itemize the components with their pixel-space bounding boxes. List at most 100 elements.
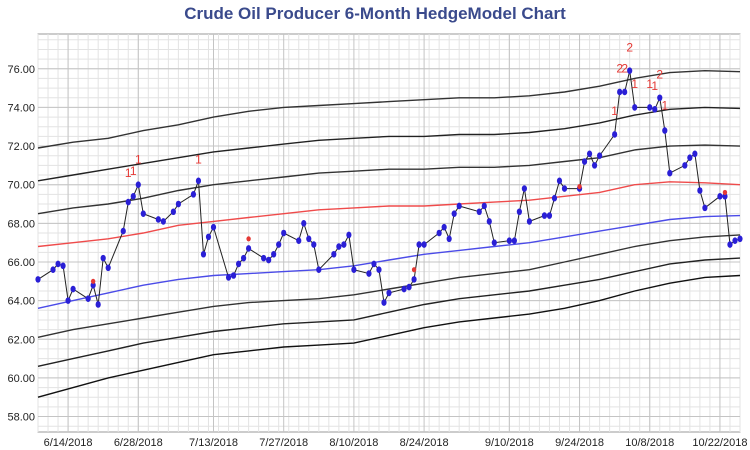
signal-point — [411, 267, 417, 273]
price-point — [346, 231, 352, 239]
band-line — [37, 106, 741, 182]
price-point — [296, 237, 302, 245]
price-point — [301, 220, 307, 227]
price-point — [627, 67, 633, 75]
price-point — [271, 250, 277, 258]
price-point — [105, 264, 111, 272]
price-point — [170, 208, 176, 216]
price-point — [692, 150, 698, 158]
price-point — [175, 200, 181, 208]
price-point — [155, 216, 161, 223]
price-point — [612, 131, 618, 138]
price-point — [657, 94, 663, 102]
y-tick-label: 58.00 — [7, 412, 35, 424]
price-point — [240, 254, 247, 262]
signal-point — [246, 236, 251, 242]
price-point — [125, 198, 131, 206]
y-tick-label: 64.00 — [7, 296, 35, 308]
price-point — [717, 192, 723, 200]
signal-label: 2 — [616, 62, 623, 76]
price-point — [406, 283, 412, 291]
band-line — [37, 234, 741, 338]
price-point — [581, 158, 588, 165]
signal-point — [722, 189, 728, 196]
price-point — [401, 285, 407, 293]
band-line — [37, 69, 741, 149]
price-point — [316, 266, 322, 274]
signal-point — [577, 184, 582, 190]
price-point — [65, 297, 71, 304]
price-point — [190, 191, 197, 198]
price-point — [35, 276, 41, 283]
price-point — [441, 223, 447, 231]
price-point — [55, 260, 61, 268]
price-point — [516, 208, 522, 216]
price-point — [90, 281, 96, 289]
price-point — [511, 237, 517, 245]
price-point — [456, 202, 462, 210]
band-line — [37, 214, 741, 309]
price-point — [195, 177, 202, 185]
y-tick-label: 68.00 — [7, 218, 35, 230]
price-point — [727, 241, 733, 248]
price-point — [591, 162, 598, 169]
price-point — [546, 212, 553, 219]
price-point — [50, 266, 56, 274]
signal-label: 1 — [135, 152, 142, 166]
price-point — [697, 187, 703, 194]
price-point — [506, 237, 512, 245]
price-point — [526, 218, 533, 225]
signal-label: 1 — [651, 79, 658, 93]
price-point — [140, 210, 146, 217]
price-point — [481, 202, 487, 210]
band-line — [37, 257, 741, 367]
price-point — [647, 104, 653, 111]
price-point — [210, 223, 217, 231]
price-point — [421, 241, 427, 248]
price-point — [276, 241, 282, 248]
price-point — [281, 229, 287, 237]
x-tick-label: 6/28/2018 — [114, 437, 163, 449]
price-point — [662, 127, 668, 134]
signal-label: 1 — [125, 166, 132, 180]
signal-label: 1 — [130, 164, 137, 178]
band-line — [37, 274, 741, 398]
price-point — [722, 192, 728, 200]
y-tick-label: 70.00 — [7, 180, 35, 192]
signal-label: 1 — [195, 152, 202, 166]
x-tick-label: 9/24/2018 — [555, 437, 604, 449]
price-point — [95, 301, 101, 308]
price-point — [386, 289, 392, 297]
price-point — [667, 169, 673, 177]
x-tick-label: 9/10/2018 — [485, 437, 534, 449]
price-point — [85, 295, 91, 302]
price-point — [561, 185, 568, 192]
price-point — [135, 181, 141, 188]
price-point — [371, 260, 377, 268]
price-point — [160, 218, 166, 225]
signal-label: 1 — [646, 77, 653, 91]
price-point — [200, 250, 207, 258]
signal-label: 1 — [631, 77, 638, 91]
y-tick-label: 66.00 — [7, 257, 35, 269]
price-point — [225, 274, 232, 281]
price-point — [230, 272, 237, 279]
price-point — [246, 245, 252, 252]
price-point — [100, 254, 106, 262]
price-point — [60, 262, 66, 270]
price-point — [491, 239, 497, 246]
band-line — [37, 181, 741, 248]
price-point — [381, 299, 387, 306]
price-point — [476, 208, 482, 216]
x-tick-label: 8/10/2018 — [329, 437, 378, 449]
price-point — [732, 237, 738, 245]
signal-label: 2 — [621, 62, 628, 76]
band-line — [37, 144, 741, 215]
price-point — [331, 250, 337, 258]
y-tick-label: 62.00 — [7, 334, 35, 346]
price-point — [702, 204, 708, 212]
x-tick-label: 6/14/2018 — [44, 437, 93, 449]
x-tick-label: 10/22/2018 — [692, 437, 747, 449]
x-tick-label: 10/8/2018 — [625, 437, 674, 449]
price-point — [556, 177, 563, 185]
